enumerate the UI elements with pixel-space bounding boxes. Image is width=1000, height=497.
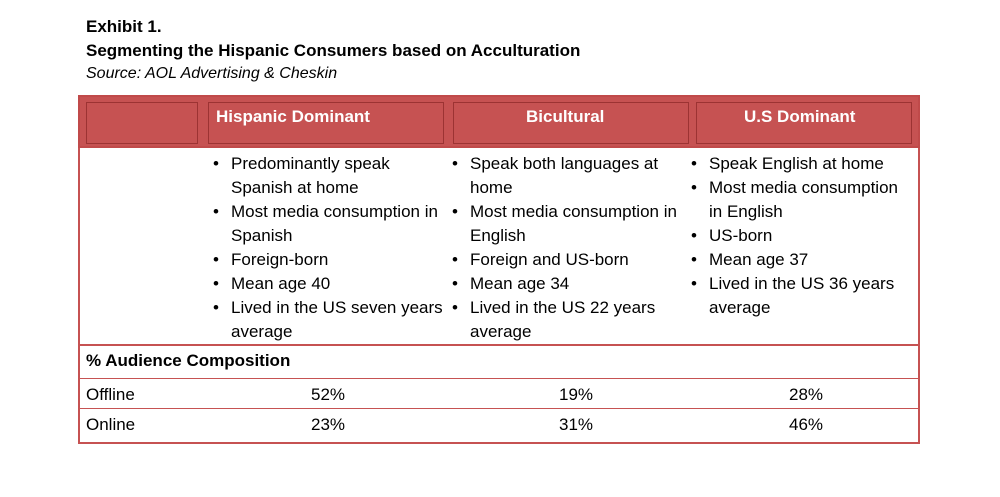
bullet-item: Foreign-born — [213, 248, 443, 272]
bullet-item: Lived in the US 22 years average — [452, 296, 684, 344]
exhibit-title: Segmenting the Hispanic Consumers based … — [86, 41, 581, 60]
bullet-item: Predominantly speak Spanish at home — [213, 152, 443, 200]
header-cell-us — [696, 102, 912, 144]
bullet-item: Most media consumption in Spanish — [213, 200, 443, 248]
header-cell-empty — [86, 102, 198, 144]
bullet-item: Speak both languages at home — [452, 152, 684, 200]
table-border-bottom — [78, 442, 920, 444]
column-header-bicultural: Bicultural — [526, 107, 605, 126]
row-divider-offline — [78, 378, 920, 379]
offline-hispanic-dominant-value: 52% — [310, 385, 346, 404]
bullets-bicultural: Speak both languages at home Most media … — [452, 152, 684, 344]
row-label-offline: Offline — [86, 385, 135, 404]
bullet-item: Speak English at home — [691, 152, 913, 176]
row-label-online: Online — [86, 415, 136, 434]
bullets-us-dominant: Speak English at home Most media consump… — [691, 152, 913, 320]
row-divider-audience — [78, 344, 920, 346]
online-us-dominant-value: 46% — [788, 415, 824, 434]
exhibit-label: Exhibit 1. — [86, 17, 162, 36]
header-cell-bicultural — [453, 102, 689, 144]
table-border-right — [918, 148, 920, 444]
bullets-hispanic-dominant: Predominantly speak Spanish at home Most… — [213, 152, 443, 344]
offline-bicultural-value: 19% — [558, 385, 594, 404]
bullet-item: Mean age 40 — [213, 272, 443, 296]
bullet-item: Mean age 37 — [691, 248, 913, 272]
source-note: Source: AOL Advertising & Cheskin — [86, 65, 338, 82]
offline-us-dominant-value: 28% — [788, 385, 824, 404]
row-divider-online — [78, 408, 920, 409]
table-header: Hispanic Dominant Bicultural U.S Dominan… — [78, 95, 920, 148]
online-hispanic-dominant-value: 23% — [310, 415, 346, 434]
column-header-us-dominant: U.S Dominant — [744, 107, 856, 126]
bullet-item: US-born — [691, 224, 913, 248]
bullet-item: Foreign and US-born — [452, 248, 684, 272]
table-border-left — [78, 148, 80, 444]
segmentation-table: Hispanic Dominant Bicultural U.S Dominan… — [78, 95, 920, 444]
audience-composition-label: % Audience Composition — [86, 351, 291, 370]
bullet-item: Most media consumption in English — [691, 176, 913, 224]
bullet-item: Mean age 34 — [452, 272, 684, 296]
online-bicultural-value: 31% — [558, 415, 594, 434]
column-header-hispanic-dominant: Hispanic Dominant — [216, 107, 370, 126]
bullet-item: Most media consumption in English — [452, 200, 684, 248]
header-cell-hispanic — [208, 102, 444, 144]
bullet-item: Lived in the US 36 years average — [691, 272, 913, 320]
bullet-item: Lived in the US seven years average — [213, 296, 443, 344]
